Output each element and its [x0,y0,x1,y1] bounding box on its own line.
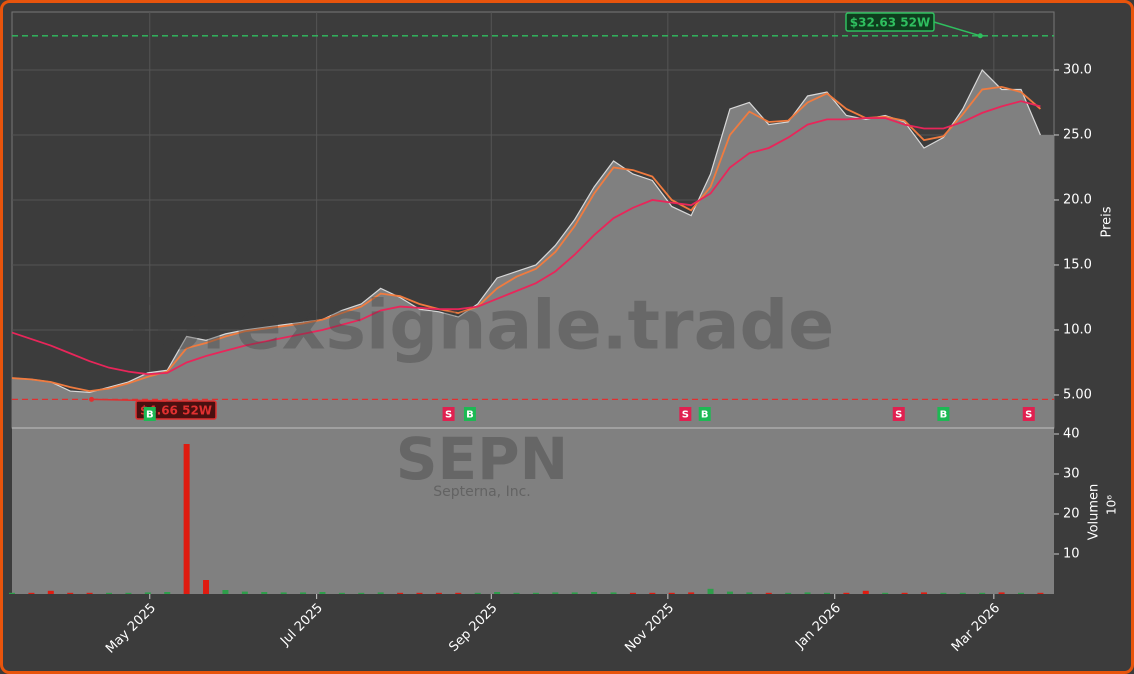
volume-bar [67,592,74,594]
signal-marker [463,407,476,421]
volume-bar [998,592,1005,594]
signal-marker [442,407,455,421]
volume-bar [785,592,792,594]
volume-bar [668,592,675,594]
y-tick-label: 30.0 [1063,62,1092,77]
arrow-52w [933,21,981,37]
volume-bar [823,592,830,594]
volume-bar [164,592,171,594]
volume-bar [416,592,423,594]
signal-label: B [146,410,154,421]
arrow-52w [91,398,167,402]
volume-bar [144,592,151,594]
volume-bar [610,592,617,594]
volume-bar [125,592,132,594]
y-tick-label: 20 [1063,507,1080,522]
volume-bar [629,592,636,594]
signal-label: B [940,410,948,421]
signal-marker [1022,407,1035,421]
volume-bar [47,590,54,594]
volume-bar [940,592,947,594]
arrow-head [89,396,95,402]
signal-label: S [445,410,452,421]
volume-bar [474,592,481,594]
signal-label: B [466,410,474,421]
volume-bar [280,592,287,594]
signal-marker [679,407,692,421]
volume-bar [746,592,753,594]
volume-bar [979,592,986,594]
volume-bar [183,444,190,594]
volume-bar [261,592,268,594]
volume-bar [649,592,656,594]
volume-bar [843,592,850,594]
arrow-head [977,33,983,39]
label-box-52w [135,400,217,420]
watermark: forexsignale.trade [126,287,835,366]
volume-bar [765,592,772,594]
y2-axis-unit: 10⁶ [1105,495,1119,515]
volume-bar [571,592,578,594]
y-tick-label: 5.00 [1063,387,1092,402]
watermark-company: Septerna, Inc. [433,484,531,500]
watermark-ticker: SEPN [396,425,568,493]
volume-bar [901,592,908,594]
volume-bar [532,592,539,594]
volume-bar [377,592,384,594]
volume-bar [358,592,365,594]
signal-marker [937,407,950,421]
volume-bar [319,592,326,594]
volume-bar [552,592,559,594]
volume-bar [9,592,15,594]
signal-marker [892,407,905,421]
volume-bar [106,592,113,594]
price-area [12,69,1054,428]
volume-bar [591,592,598,594]
y-tick-label: 40 [1063,427,1080,442]
volume-bar [455,592,462,594]
y-tick-label: 10.0 [1063,322,1092,337]
volume-bar [397,592,404,594]
volume-bar [804,592,811,594]
signal-marker [143,407,156,421]
y-tick-label: 15.0 [1063,257,1092,272]
volume-bar [28,592,35,594]
volume-bar [435,592,442,594]
label-52w: $32.63 52W [850,16,930,30]
label-52w: $4.66 52W [140,404,212,418]
volume-bar [959,592,966,594]
volume-bar [513,592,520,594]
volume-bar [338,592,345,594]
y-tick-label: 20.0 [1063,192,1092,207]
y-tick-label: 30 [1063,467,1080,482]
y-tick-label: 10 [1063,547,1080,562]
signal-label: S [682,410,689,421]
volume-bar [86,592,93,594]
ema-line [11,100,1041,376]
signal-marker [698,407,711,421]
volume-bar [222,590,229,594]
signal-label: S [895,410,902,421]
volume-bar [920,592,927,594]
volume-bar [494,592,501,594]
signal-label: B [701,410,709,421]
volume-bar [707,588,714,594]
volume-bar [1037,592,1044,594]
volume-bar [726,591,733,594]
volume-bar [882,592,889,594]
volume-bar [688,592,695,594]
volume-bar [203,580,210,594]
signal-label: S [1025,410,1032,421]
volume-bar [862,590,869,594]
volume-bar [1018,592,1025,594]
volume-bar [300,592,307,594]
y-tick-label: 25.0 [1063,127,1092,142]
volume-bar [241,591,248,594]
y-axis-label: Preis [1100,206,1115,237]
y2-axis-label: Volumen [1087,484,1102,541]
